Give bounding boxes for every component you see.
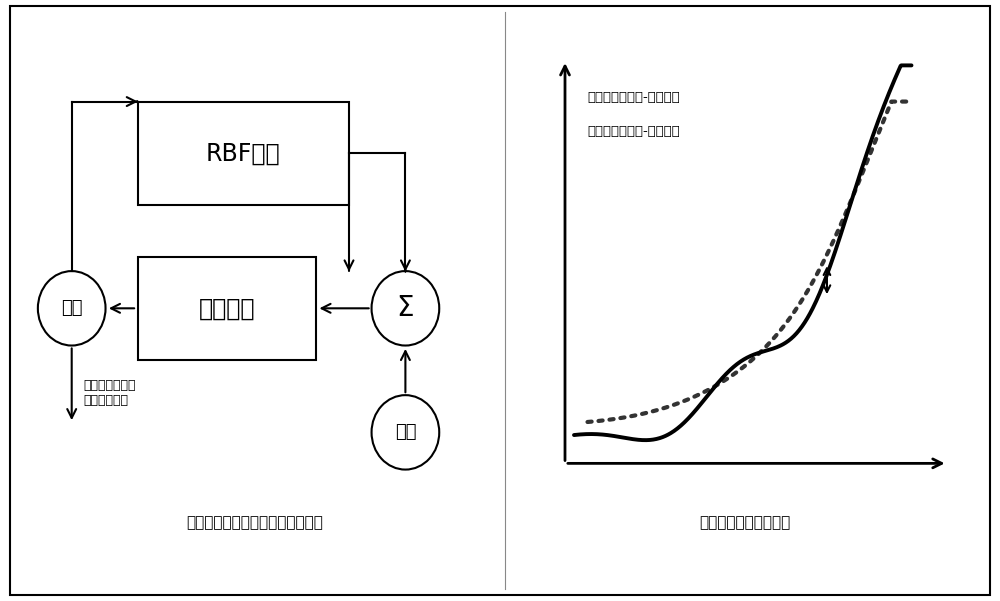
Text: 输入: 输入 [61,299,82,317]
Text: 实线为拟合输入-输出关系: 实线为拟合输入-输出关系 [588,125,680,138]
Text: 求取目标输出对应的输入参数框图: 求取目标输出对应的输入参数框图 [187,515,323,530]
FancyBboxPatch shape [138,257,316,360]
Text: 反向计算: 反向计算 [199,296,255,320]
Text: RBF网络: RBF网络 [206,141,281,165]
FancyBboxPatch shape [138,102,349,205]
Text: 实际和拟合误差示意图: 实际和拟合误差示意图 [699,515,791,530]
Text: 目标输出对应的
最佳输入参数: 目标输出对应的 最佳输入参数 [83,379,136,407]
Text: Σ: Σ [397,294,414,322]
Text: 虚线为实际输入-输出关系: 虚线为实际输入-输出关系 [588,91,680,104]
Text: 目标: 目标 [395,423,416,441]
